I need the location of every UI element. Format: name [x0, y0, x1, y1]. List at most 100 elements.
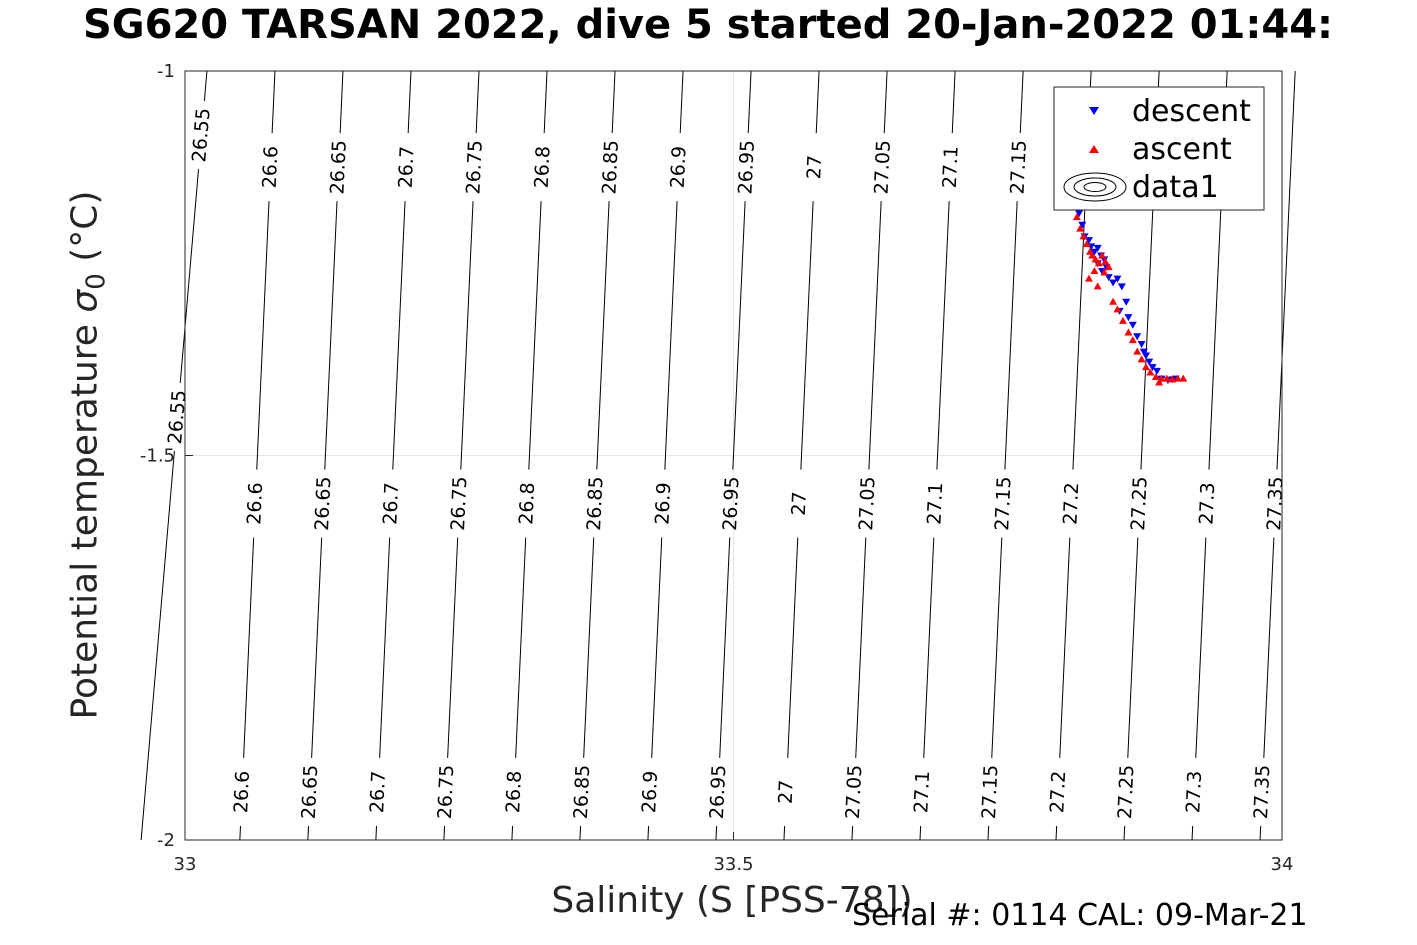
- contour-26.55: 26.55 26.55: [140, 70, 215, 841]
- contour-label: 27: [803, 155, 826, 180]
- contour-label: 26.85: [598, 139, 622, 194]
- contour-line-segment: [868, 201, 882, 470]
- contour-line-segment: [800, 201, 814, 470]
- contour-line-segment: [651, 537, 663, 758]
- contour-line-segment: [583, 537, 595, 758]
- contour-line-segment: [883, 70, 888, 134]
- contour-line-segment: [1059, 537, 1071, 758]
- ascent-point: [1151, 373, 1160, 381]
- contour-line-segment: [991, 537, 1003, 758]
- contour-line-segment: [679, 70, 684, 134]
- data-markers: [1072, 210, 1188, 386]
- contour-line-segment: [1191, 825, 1194, 841]
- contour-line-segment: [203, 70, 208, 102]
- ascent-point: [1162, 374, 1171, 382]
- contour-line-segment: [611, 70, 616, 134]
- ascent-point: [1079, 232, 1088, 240]
- contour-line-segment: [719, 537, 731, 758]
- contour-line-segment: [407, 70, 412, 134]
- contour-label: 27.35: [1263, 476, 1287, 531]
- contour-label: 27.2: [1059, 482, 1083, 525]
- ascent-point: [1124, 328, 1133, 336]
- contour-line-segment: [243, 537, 255, 758]
- contour-27.15: 27.15 27.15 27.15: [978, 70, 1031, 841]
- contour-line-segment: [919, 825, 922, 841]
- contour-line-segment: [787, 537, 799, 758]
- ascent-point: [1101, 257, 1110, 265]
- contour-line-segment: [256, 201, 270, 470]
- contour-label: 27.05: [855, 476, 879, 531]
- ascent-point: [1146, 368, 1155, 376]
- descent-point: [1148, 364, 1157, 372]
- contour-label: 27.1: [910, 770, 934, 813]
- contour-label: 26.65: [311, 476, 335, 531]
- y-tick-label: -2: [157, 830, 175, 851]
- ascent-point: [1155, 378, 1164, 386]
- contour-line-segment: [475, 70, 480, 134]
- contour-line-segment: [596, 201, 610, 470]
- contour-label: 26.55: [164, 389, 191, 445]
- contour-label: 27.05: [842, 764, 866, 819]
- chart-title: SG620 TARSAN 2022, dive 5 started 20-Jan…: [82, 2, 1334, 48]
- contour-line-segment: [528, 201, 542, 470]
- contour-label: 26.9: [667, 145, 691, 188]
- contour-line-segment: [515, 537, 527, 758]
- y-axis-label-subscript: 0: [81, 273, 112, 290]
- x-tick-label: 33: [174, 854, 197, 875]
- contour-label: 27: [775, 779, 798, 804]
- contour-line-segment: [747, 70, 752, 134]
- contour-label: 26.8: [502, 770, 526, 813]
- x-axis-label: Salinity (S [PSS-78]): [551, 880, 913, 921]
- x-tick-label: 33.5: [713, 854, 753, 875]
- legend-ascent-marker: [1089, 145, 1099, 153]
- descent-point: [1117, 283, 1126, 291]
- y-axis-label-text: Potential temperature: [64, 324, 106, 720]
- contour-27.05: 27.05 27.05 27.05: [842, 70, 895, 841]
- ascent-point: [1084, 274, 1093, 282]
- contour-27: 27 27 27: [775, 70, 826, 841]
- contour-label: 27: [788, 491, 811, 516]
- contour-line-segment: [936, 201, 950, 470]
- contour-26.8: 26.8 26.8 26.8: [502, 70, 555, 841]
- contour-line-segment: [1123, 825, 1126, 841]
- contour-label: 26.9: [651, 482, 675, 525]
- contour-line-segment: [543, 70, 548, 134]
- legend-descent-marker: [1089, 107, 1099, 115]
- contour-label: 26.7: [366, 770, 390, 813]
- contour-label: 27.15: [991, 476, 1015, 531]
- contour-line-segment: [851, 825, 854, 841]
- contour-label: 26.95: [734, 139, 758, 194]
- descent-point: [1078, 221, 1087, 229]
- contour-label: 27.3: [1195, 482, 1219, 525]
- descent-point: [1133, 333, 1142, 341]
- contour-line-segment: [460, 201, 474, 470]
- serial-calibration-note: Serial #: 0114 CAL: 09-Mar-21: [852, 898, 1308, 933]
- legend-ascent-label: ascent: [1132, 132, 1232, 167]
- contour-27.1: 27.1 27.1 27.1: [910, 70, 963, 841]
- contour-line-segment: [379, 537, 391, 758]
- contour-line-segment: [923, 537, 935, 758]
- descent-point: [1075, 210, 1084, 218]
- contour-label: 27.1: [923, 482, 947, 525]
- legend-contour-icon: [1063, 172, 1127, 202]
- contour-line-segment: [1004, 201, 1018, 470]
- contour-line-segment: [1263, 537, 1275, 758]
- contour-26.95: 26.95 26.95 26.95: [706, 70, 759, 841]
- ascent-point: [1141, 363, 1150, 371]
- contour-line-segment: [307, 825, 310, 841]
- legend-data1-label: data1: [1132, 170, 1219, 205]
- contour-label: 27.3: [1182, 770, 1206, 813]
- contour-label: 26.85: [570, 764, 594, 819]
- ascent-point: [1168, 375, 1177, 383]
- contour-line-segment: [375, 825, 378, 841]
- legend-box: [1053, 86, 1265, 211]
- descent-point: [1109, 279, 1118, 287]
- contour-label: 27.2: [1046, 770, 1070, 813]
- descent-point: [1104, 274, 1113, 282]
- contour-label: 27.35: [1250, 764, 1274, 819]
- contour-line-segment: [715, 825, 718, 841]
- contour-26.6: 26.6 26.6 26.6: [230, 70, 283, 841]
- descent-point: [1152, 367, 1161, 375]
- ascent-point: [1137, 355, 1146, 363]
- contour-label: 27.25: [1127, 476, 1151, 531]
